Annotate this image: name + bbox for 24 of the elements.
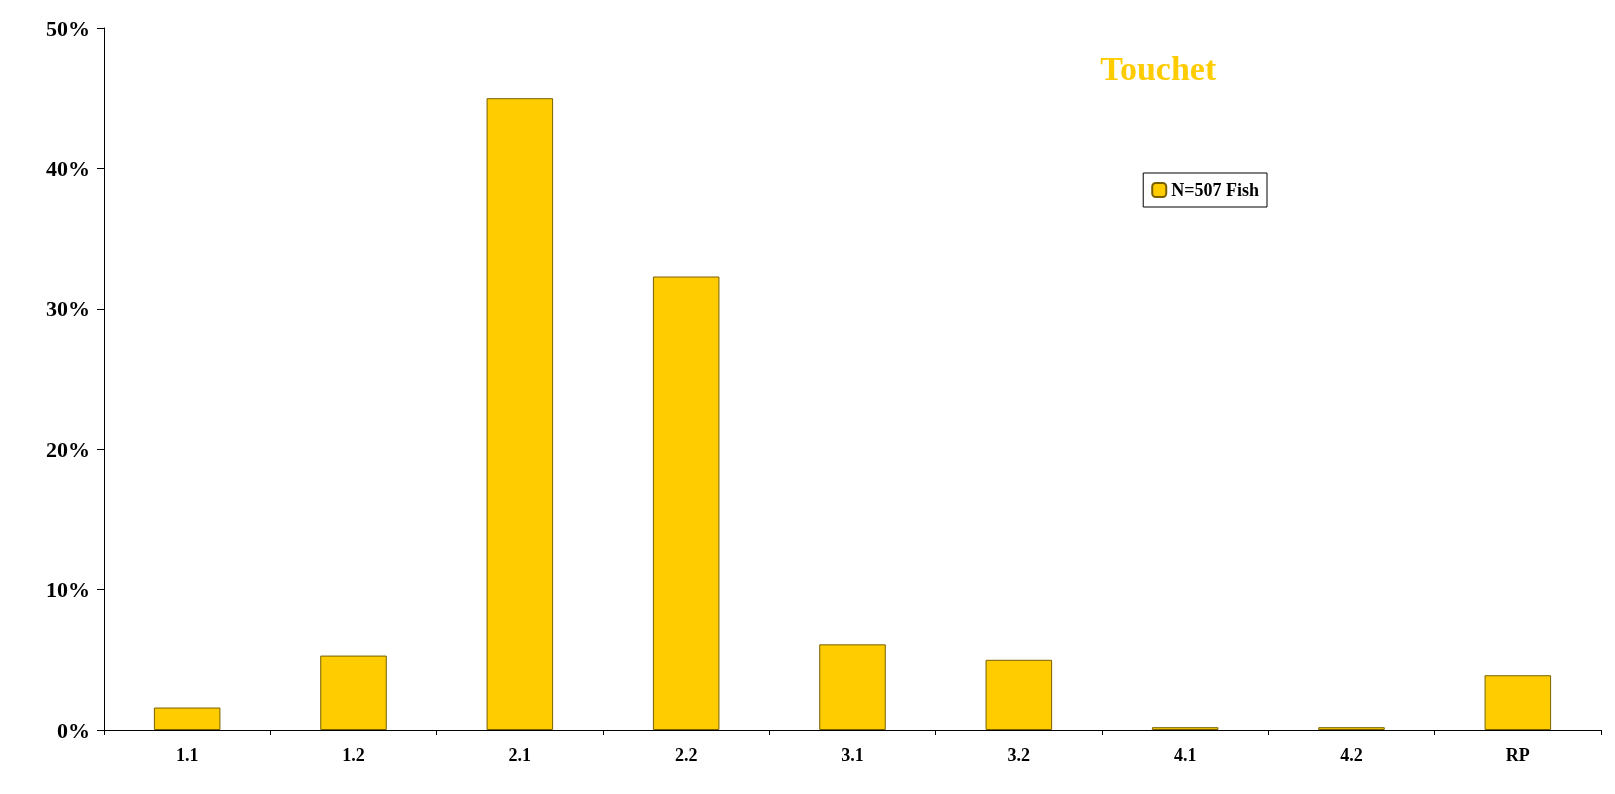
y-tick-label: 0% bbox=[57, 717, 90, 743]
x-tick-label: 3.1 bbox=[841, 745, 864, 765]
y-tick-label: 40% bbox=[46, 155, 90, 181]
y-tick-label: 30% bbox=[46, 296, 90, 322]
bar bbox=[819, 644, 886, 730]
x-tick-label: 2.2 bbox=[674, 745, 698, 765]
legend-label: N=507 Fish bbox=[1171, 180, 1260, 200]
bar bbox=[320, 655, 387, 730]
x-tick-label: 1.1 bbox=[175, 745, 199, 765]
bar bbox=[985, 659, 1053, 730]
y-tick-label: 20% bbox=[46, 436, 90, 462]
x-tick-label: 4.2 bbox=[1340, 745, 1363, 765]
bar bbox=[652, 276, 720, 730]
y-tick-label: 10% bbox=[46, 577, 90, 603]
bar bbox=[486, 98, 554, 730]
bar bbox=[1484, 675, 1552, 730]
x-tick-label: 2.1 bbox=[508, 745, 532, 765]
bar bbox=[153, 707, 221, 730]
text: Touchet bbox=[1100, 49, 1217, 87]
x-tick-label: 4.1 bbox=[1173, 745, 1197, 765]
x-tick-label: RP bbox=[1505, 745, 1530, 765]
y-tick-label: 50% bbox=[46, 15, 90, 41]
x-tick-label: 3.2 bbox=[1007, 745, 1031, 765]
x-tick-label: 1.2 bbox=[342, 745, 365, 765]
